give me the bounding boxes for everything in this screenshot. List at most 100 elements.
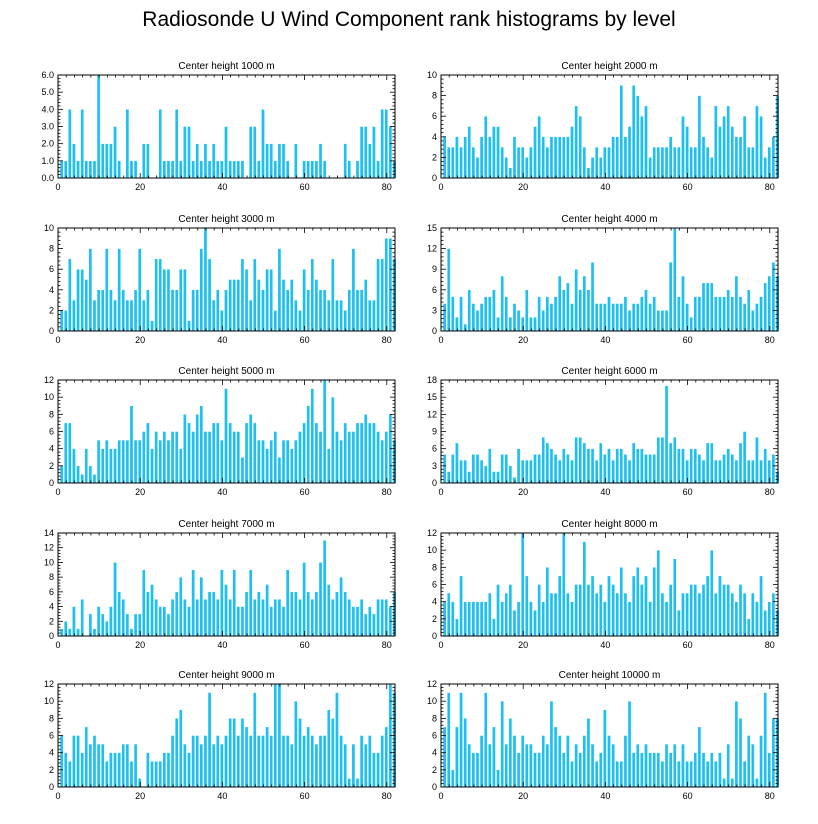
bar — [574, 584, 578, 637]
bar — [368, 606, 372, 637]
bar — [459, 146, 463, 179]
bar — [211, 743, 216, 788]
bar — [142, 569, 146, 637]
y-tick-label: 2 — [49, 765, 54, 775]
bar — [537, 584, 541, 637]
bar — [726, 105, 730, 179]
bar — [166, 439, 171, 484]
bar — [545, 567, 550, 637]
bar — [281, 606, 286, 637]
bar — [281, 735, 286, 788]
bar — [232, 569, 236, 637]
bar — [566, 592, 570, 637]
bar — [174, 591, 179, 637]
bar — [92, 628, 97, 637]
bar — [467, 289, 472, 332]
bar — [224, 388, 228, 484]
bar — [685, 761, 689, 788]
bar — [755, 437, 759, 484]
bar — [611, 743, 615, 788]
bar — [113, 752, 117, 788]
x-tick-label: 80 — [765, 640, 775, 650]
bar — [179, 269, 183, 332]
y-tick-label: 4 — [49, 602, 54, 612]
bar — [767, 601, 772, 637]
bar — [84, 726, 89, 788]
bar — [578, 437, 582, 484]
bar — [746, 618, 751, 637]
bar — [216, 422, 220, 484]
bar — [673, 558, 677, 637]
bar — [248, 299, 253, 332]
bar — [553, 296, 558, 332]
bar — [562, 752, 566, 788]
bar — [603, 146, 607, 179]
x-tick-label: 20 — [135, 182, 145, 192]
bar — [549, 136, 554, 179]
bar — [488, 592, 492, 637]
bar — [244, 422, 249, 484]
bar — [314, 160, 319, 179]
bar — [277, 683, 282, 788]
bar — [533, 610, 537, 637]
bar — [306, 160, 310, 179]
x-tick-label: 20 — [135, 640, 145, 650]
bar — [767, 752, 772, 788]
bar — [281, 143, 286, 179]
y-tick-label: 8 — [49, 713, 54, 723]
bar — [318, 289, 323, 332]
bar — [525, 459, 529, 484]
bar — [257, 160, 261, 179]
bar — [174, 718, 179, 788]
bar — [705, 442, 710, 484]
bar — [578, 752, 582, 788]
bar — [508, 584, 513, 637]
bar — [76, 628, 80, 637]
bar — [763, 610, 767, 637]
bar — [446, 471, 451, 484]
bar — [166, 752, 171, 788]
bar — [129, 628, 134, 637]
bar — [738, 296, 743, 332]
bar — [306, 726, 310, 788]
y-tick-label: 4 — [49, 285, 54, 295]
bar — [236, 735, 241, 788]
bar — [298, 310, 302, 332]
bar — [203, 227, 208, 332]
bar — [714, 296, 718, 332]
bar — [705, 282, 710, 332]
bar — [689, 317, 693, 332]
bar — [500, 700, 504, 788]
bar — [520, 146, 525, 179]
bar — [277, 457, 282, 484]
bar — [261, 289, 265, 332]
bar — [113, 448, 117, 484]
bar — [446, 592, 451, 637]
bar — [619, 303, 624, 332]
plot-frame — [57, 532, 396, 637]
bar — [648, 601, 652, 637]
y-tick-label: 2 — [432, 614, 437, 624]
x-tick-label: 40 — [600, 335, 610, 345]
bar — [525, 289, 529, 332]
bar — [512, 477, 517, 484]
bar — [562, 289, 566, 332]
bar — [191, 569, 195, 637]
bar — [685, 459, 689, 484]
bar — [96, 74, 101, 179]
bar — [261, 109, 265, 179]
bar — [314, 422, 319, 484]
bar — [59, 310, 64, 332]
panel-title: Center height 8000 m — [561, 519, 657, 530]
bar — [697, 592, 702, 637]
bar — [359, 422, 364, 484]
bar — [557, 275, 562, 332]
bar — [475, 752, 480, 788]
bar — [697, 726, 702, 788]
bar — [240, 160, 245, 179]
bar — [492, 471, 496, 484]
bar — [738, 718, 743, 788]
bar — [322, 160, 327, 179]
bar — [68, 761, 72, 788]
bar — [529, 459, 533, 484]
